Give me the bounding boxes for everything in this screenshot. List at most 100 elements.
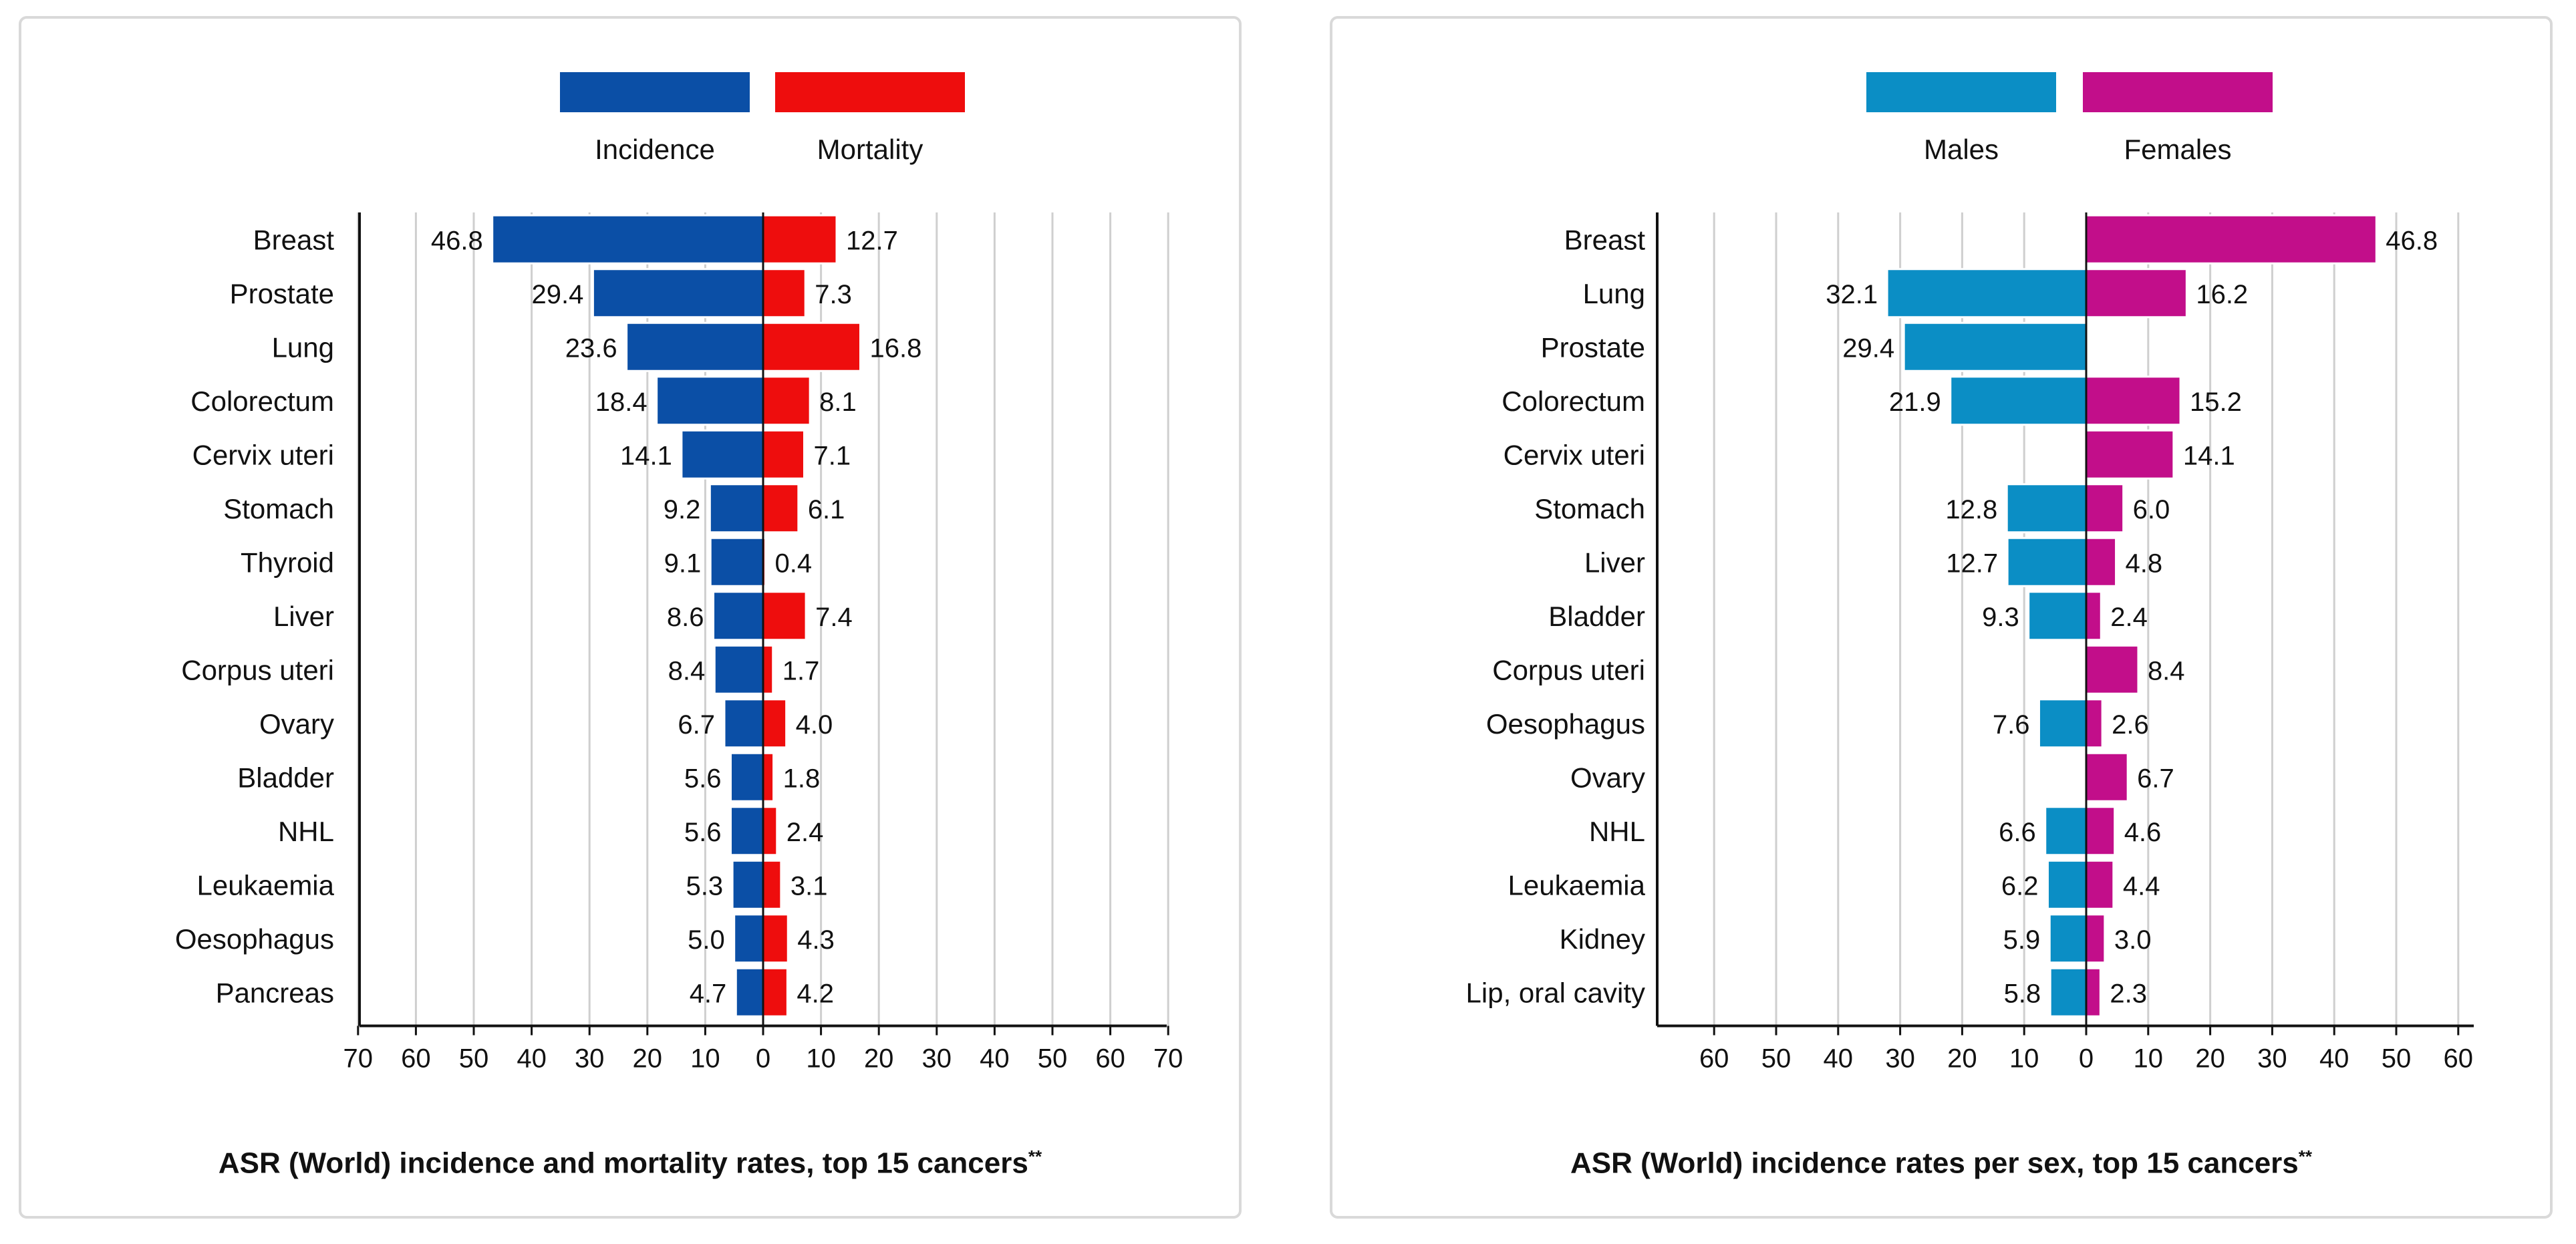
bar-females — [2085, 967, 2102, 1018]
category-label: Kidney — [1560, 923, 1645, 955]
data-label-mortality: 16.8 — [869, 333, 921, 363]
bar-incidence — [680, 429, 764, 480]
x-tick-label: 50 — [2382, 1044, 2412, 1074]
x-tick-label: 60 — [1095, 1044, 1125, 1074]
data-label-females: 4.8 — [2126, 549, 2163, 578]
x-tick-label: 20 — [1947, 1044, 1977, 1074]
chart-panel-incidence-mortality: Incidence Mortality Breast 46.8 12.7 Prostate… — [19, 16, 1242, 1219]
data-label-females: 16.2 — [2196, 280, 2248, 309]
bar-males — [1886, 268, 2088, 319]
category-label: Stomach — [1534, 493, 1645, 524]
data-label-females: 2.6 — [2112, 710, 2149, 740]
data-label-incidence: 23.6 — [565, 333, 617, 363]
category-label: Thyroid — [241, 547, 334, 578]
data-label-incidence: 6.7 — [678, 710, 715, 740]
category-label: Oesophagus — [175, 923, 334, 955]
bar-males — [2006, 536, 2088, 587]
data-label-males: 5.9 — [2003, 925, 2041, 955]
data-label-males: 21.9 — [1889, 387, 1941, 417]
data-label-mortality: 4.3 — [797, 925, 835, 955]
data-label-females: 6.0 — [2133, 495, 2170, 524]
legend-swatch-mortality — [775, 72, 965, 112]
data-label-mortality: 7.3 — [815, 280, 852, 309]
bar-mortality — [762, 591, 807, 641]
legend-label-males: Males — [1924, 134, 1999, 165]
data-label-mortality: 4.0 — [796, 710, 833, 740]
bar-males — [2027, 591, 2088, 641]
bar-females — [2085, 429, 2175, 480]
legend-label-incidence: Incidence — [595, 134, 715, 165]
bar-females — [2085, 375, 2182, 426]
bar-females — [2085, 859, 2115, 910]
bar-incidence — [730, 806, 764, 857]
bar-mortality — [762, 429, 805, 480]
x-tick-label: 30 — [922, 1044, 952, 1074]
bar-males — [2048, 913, 2088, 964]
category-label: Lip, oral cavity — [1466, 977, 1645, 1008]
category-label: NHL — [278, 816, 334, 847]
data-label-incidence: 8.4 — [668, 656, 706, 685]
x-tick-label: 10 — [2134, 1044, 2164, 1074]
data-label-incidence: 46.8 — [431, 226, 483, 255]
x-tick-label: 20 — [864, 1044, 894, 1074]
x-tick-label: 40 — [2319, 1044, 2349, 1074]
bar-incidence — [591, 268, 764, 319]
x-tick-label: 70 — [343, 1044, 374, 1074]
bar-mortality — [762, 483, 800, 534]
bar-incidence — [656, 375, 764, 426]
bar-males — [1902, 321, 2088, 372]
category-label: Stomach — [223, 493, 334, 524]
category-label: Prostate — [1541, 331, 1645, 363]
bar-mortality — [762, 268, 807, 319]
data-label-males: 6.6 — [1999, 818, 2036, 847]
category-label: Ovary — [259, 708, 334, 740]
data-label-females: 3.0 — [2114, 925, 2152, 955]
data-label-mortality: 8.1 — [819, 387, 857, 417]
x-tick-label: 10 — [2009, 1044, 2039, 1074]
category-label: Breast — [253, 224, 335, 255]
bar-incidence — [734, 967, 764, 1018]
bar-females — [2085, 913, 2106, 964]
x-tick-label: 60 — [2444, 1044, 2474, 1074]
category-label: Cervix uteri — [1504, 439, 1645, 470]
bar-incidence — [712, 591, 764, 641]
x-tick-label: 40 — [517, 1044, 547, 1074]
x-tick-label: 20 — [633, 1044, 663, 1074]
bar-males — [1949, 375, 2088, 426]
bar-females — [2085, 806, 2116, 857]
data-label-mortality: 7.1 — [813, 441, 851, 470]
bar-incidence — [708, 483, 764, 534]
x-tick-label: 30 — [2257, 1044, 2287, 1074]
data-label-males: 29.4 — [1842, 333, 1894, 363]
legend-swatch-males — [1866, 72, 2056, 112]
bar-incidence — [723, 698, 764, 749]
bar-incidence — [625, 321, 764, 372]
data-label-incidence: 8.6 — [667, 603, 704, 632]
category-label: Oesophagus — [1486, 708, 1645, 740]
bar-females — [2085, 268, 2188, 319]
x-tick-label: 0 — [756, 1044, 770, 1074]
data-label-males: 7.6 — [1993, 710, 2030, 740]
data-label-females: 15.2 — [2190, 387, 2242, 417]
bar-mortality — [762, 698, 788, 749]
bar-females — [2085, 214, 2378, 265]
bar-mortality — [762, 214, 838, 265]
x-tick-label: 20 — [2195, 1044, 2225, 1074]
bar-mortality — [762, 321, 861, 372]
category-label: Leukaemia — [1508, 869, 1646, 901]
x-tick-label: 40 — [980, 1044, 1010, 1074]
x-tick-label: 50 — [1038, 1044, 1068, 1074]
bar-females — [2085, 644, 2140, 695]
data-label-mortality: 0.4 — [774, 549, 812, 578]
data-label-females: 14.1 — [2183, 441, 2235, 470]
category-label: Lung — [1583, 278, 1645, 309]
category-label: Bladder — [1548, 601, 1645, 632]
data-label-incidence: 9.1 — [664, 549, 702, 578]
data-label-incidence: 5.6 — [684, 818, 722, 847]
data-label-mortality: 1.8 — [783, 764, 821, 793]
bar-mortality — [762, 644, 774, 695]
data-label-incidence: 9.2 — [664, 495, 701, 524]
x-tick-label: 60 — [1699, 1044, 1729, 1074]
bar-males — [2037, 698, 2088, 749]
x-tick-label: 70 — [1153, 1044, 1183, 1074]
